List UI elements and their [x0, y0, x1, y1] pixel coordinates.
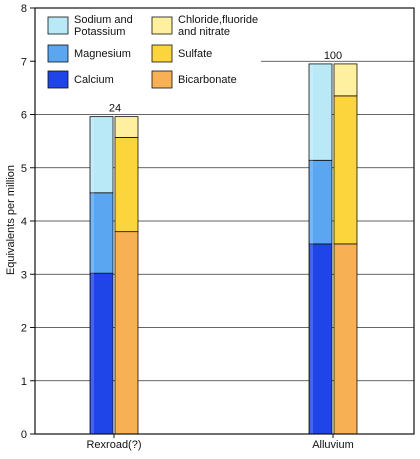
legend-swatch [47, 16, 69, 35]
legend-label: Calcium [74, 74, 114, 86]
plot-frame [34, 7, 415, 435]
legend-label: Magnesium [74, 48, 131, 60]
legend-swatch [47, 70, 69, 89]
bar-segment-sulfate [114, 136, 139, 233]
legend-label: Bicarbonate [178, 74, 237, 86]
y-tick-label: 3 [21, 269, 27, 281]
y-tick-label: 2 [21, 323, 27, 335]
legend-label: Chloride,fluoride [178, 14, 258, 26]
bar-segment-bicarbonate [333, 243, 358, 435]
bar-total-label: 100 [324, 50, 342, 62]
y-tick-label: 1 [21, 376, 27, 388]
y-tick-label: 6 [21, 110, 27, 122]
legend-swatch [47, 44, 69, 63]
legend-label: Potassium [74, 26, 125, 38]
axes [30, 7, 415, 438]
y-tick-label: 4 [21, 216, 27, 228]
legend-label: and nitrate [178, 26, 230, 38]
y-axis-title: Equivalents per million [5, 165, 17, 275]
legend-swatch [151, 70, 173, 89]
labels: 0 1 2 3 4 5 6 7 8 24 Rexroad(?) 100 Alluvium [21, 3, 354, 451]
bars [89, 63, 358, 435]
y-tick-label: 5 [21, 163, 27, 175]
legend-swatch [151, 16, 173, 35]
legend-label: Sodium and [74, 14, 133, 26]
bar-highlight [310, 64, 313, 434]
legend-background [36, 9, 261, 95]
bar-segment-sodium-and-potassium [308, 63, 333, 161]
x-category-label: Alluvium [312, 439, 354, 451]
y-tick-label: 0 [21, 429, 27, 441]
bar-segment-chloride-fluoride-and-nitrate [333, 63, 358, 97]
bar-segment-sulfate [333, 95, 358, 245]
bar-segment-chloride-fluoride-and-nitrate [114, 116, 139, 138]
y-tick-label: 7 [21, 56, 27, 68]
bar-total-label: 24 [109, 103, 121, 115]
x-category-label: Rexroad(?) [86, 439, 141, 451]
bar-segment-sodium-and-potassium [89, 116, 114, 194]
bar-segment-bicarbonate [114, 231, 139, 435]
bar-highlight [91, 117, 94, 434]
legend-label: Sulfate [178, 48, 212, 60]
legend-swatch [151, 44, 173, 63]
y-tick-label: 8 [21, 3, 27, 15]
